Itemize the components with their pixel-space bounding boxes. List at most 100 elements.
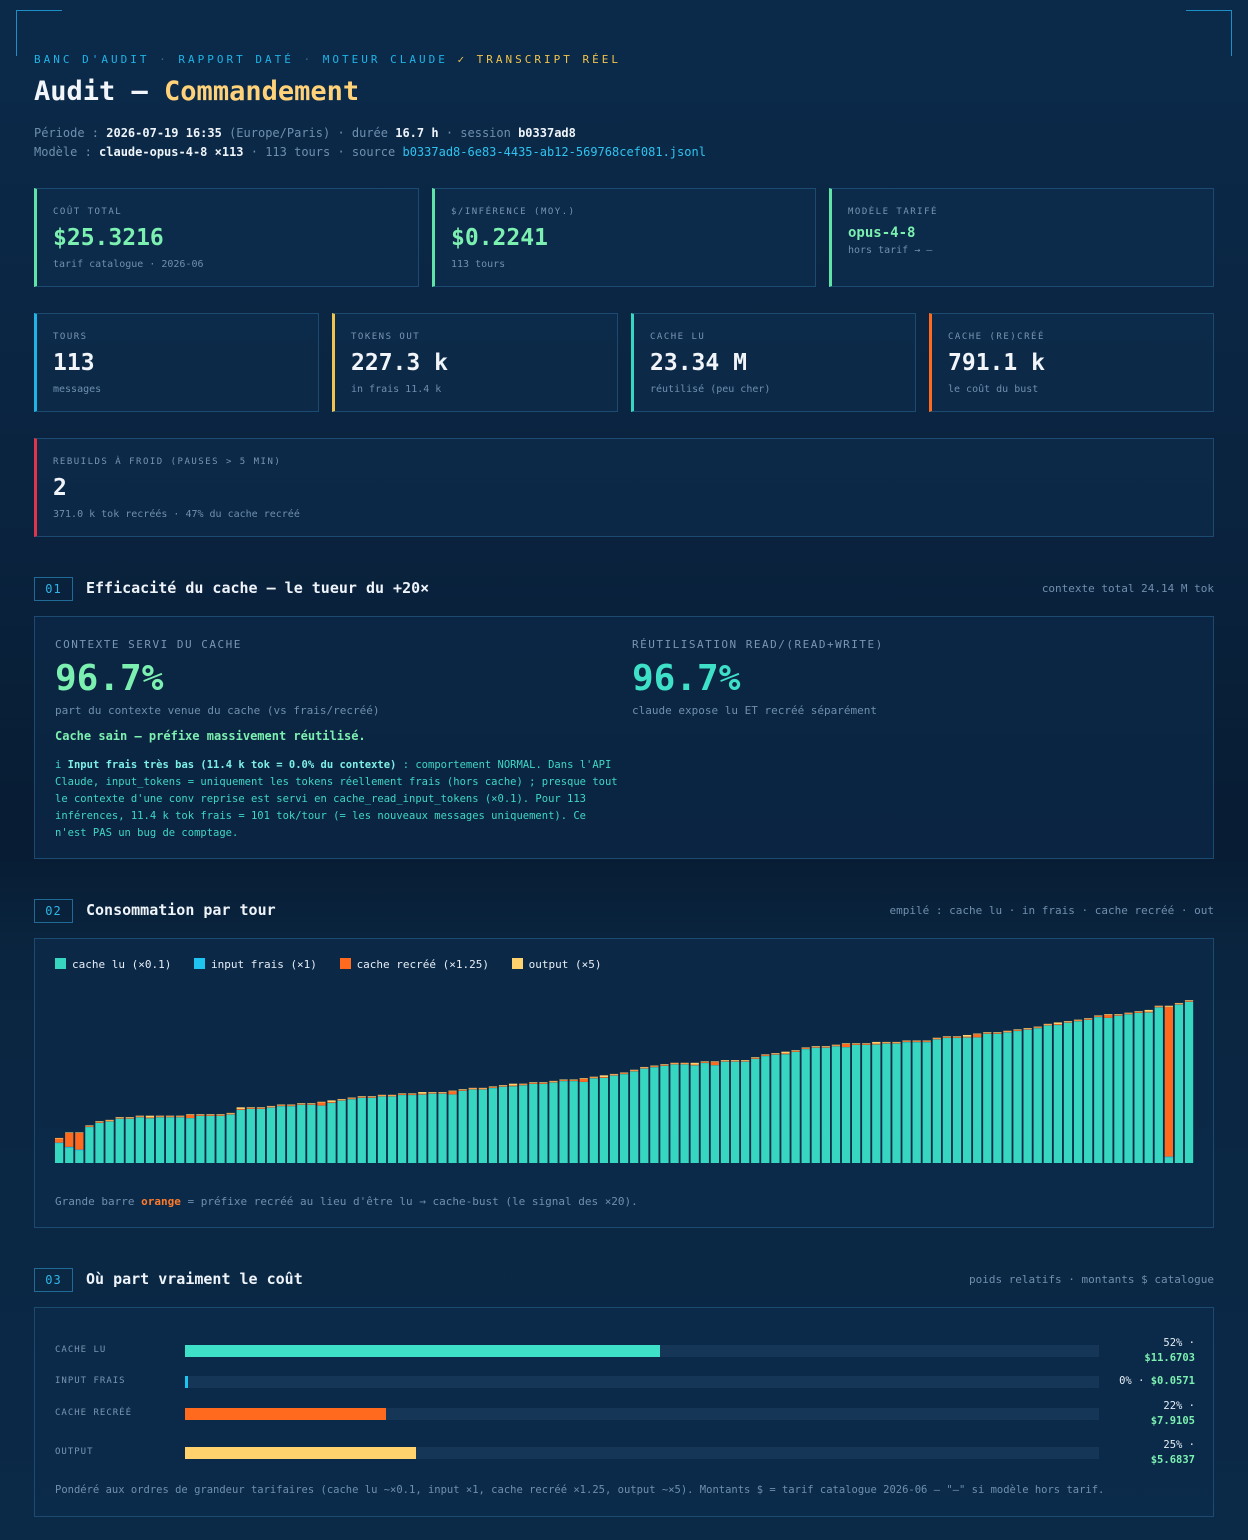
bar-16-seg-0 — [206, 1115, 215, 1163]
source-link[interactable]: b0337ad8-6e83-4435-ab12-569768cef081.jso… — [402, 145, 706, 159]
bar-74-seg-3 — [791, 1050, 800, 1051]
bar-94-seg-0 — [993, 1033, 1002, 1163]
bar-54-seg-3 — [589, 1076, 598, 1078]
bar-3-seg-2 — [75, 1132, 84, 1150]
bar-16-seg-3 — [206, 1114, 215, 1115]
bar-99-seg-2 — [1043, 1024, 1052, 1026]
bar-47-seg-3 — [519, 1083, 528, 1085]
bar-85-seg-3 — [902, 1040, 911, 1042]
bar-95-seg-3 — [1003, 1030, 1012, 1032]
bar-5-seg-0 — [95, 1122, 104, 1163]
bar-18-seg-3 — [226, 1112, 235, 1114]
bar-58-seg-2 — [630, 1070, 639, 1072]
bar-17-seg-2 — [216, 1114, 225, 1116]
bar-86-seg-0 — [912, 1042, 921, 1163]
bar-70-seg-2 — [751, 1057, 760, 1059]
bar-54-seg-0 — [589, 1078, 598, 1163]
bar-28-seg-2 — [327, 1102, 336, 1103]
bar-85-seg-0 — [902, 1042, 911, 1163]
bar-35-seg-0 — [398, 1095, 407, 1163]
breadcrumb: BANC D'AUDIT · RAPPORT DATÉ · MOTEUR CLA… — [34, 53, 622, 66]
bar-102-seg-0 — [1073, 1021, 1083, 1163]
bar-84-seg-2 — [892, 1042, 901, 1044]
bar-53-seg-2 — [579, 1078, 588, 1082]
bar-31-seg-0 — [357, 1097, 366, 1163]
bar-92-seg-2 — [973, 1034, 982, 1038]
bar-18-seg-0 — [226, 1114, 235, 1163]
bar-48-seg-2 — [529, 1082, 538, 1084]
bar-104-seg-2 — [1094, 1016, 1103, 1018]
bar-21-seg-3 — [256, 1107, 266, 1109]
bar-48-seg-0 — [529, 1083, 538, 1163]
bar-67-seg-0 — [720, 1061, 730, 1163]
bar-104-seg-3 — [1094, 1015, 1103, 1017]
bar-72-seg-3 — [771, 1053, 780, 1054]
bar-4-seg-2 — [85, 1126, 94, 1127]
bar-14-seg-2 — [186, 1114, 195, 1119]
bar-96-seg-0 — [1013, 1031, 1022, 1163]
bar-71-seg-3 — [761, 1054, 770, 1056]
bar-7-seg-3 — [115, 1117, 124, 1118]
bar-12-seg-0 — [165, 1117, 175, 1163]
bar-99-seg-3 — [1043, 1023, 1052, 1025]
bar-85-seg-2 — [902, 1041, 911, 1043]
bar-69-seg-2 — [741, 1060, 750, 1062]
duree-value: 16.7 h — [395, 126, 439, 140]
bar-70-seg-0 — [751, 1058, 760, 1163]
bar-23-seg-0 — [276, 1106, 286, 1163]
bar-72-seg-2 — [771, 1053, 780, 1055]
bar-30-seg-3 — [347, 1097, 356, 1099]
info-icon: i — [55, 759, 68, 771]
cache-lu-value: 23.34 M — [650, 350, 747, 376]
bar-37-seg-3 — [418, 1092, 427, 1094]
legend-item-cache-recree: cache recréé (×1.25) — [339, 958, 489, 971]
bar-29-seg-0 — [337, 1100, 346, 1163]
bar-97-seg-0 — [1023, 1029, 1032, 1163]
bar-49-seg-2 — [539, 1082, 548, 1084]
bar-80-seg-3 — [851, 1043, 861, 1045]
bar-86-seg-3 — [912, 1040, 921, 1042]
bar-46-seg-0 — [508, 1086, 518, 1163]
bar-45-seg-0 — [498, 1086, 508, 1163]
bar-50-seg-3 — [549, 1080, 558, 1082]
cout-total-value: $25.3216 — [53, 225, 164, 251]
bar-103-seg-0 — [1084, 1019, 1093, 1163]
bar-71-seg-2 — [761, 1055, 770, 1056]
bar-11-seg-0 — [155, 1117, 165, 1163]
bar-78-seg-2 — [831, 1045, 841, 1047]
bar-24-seg-2 — [287, 1105, 296, 1107]
bar-49-seg-3 — [539, 1082, 548, 1083]
bar-22-seg-2 — [266, 1106, 276, 1108]
bar-6-seg-2 — [105, 1120, 114, 1122]
bar-63-seg-0 — [680, 1064, 689, 1163]
bar-112-seg-0 — [1174, 1004, 1184, 1163]
section-note: contexte total 24.14 M tok — [1041, 582, 1214, 595]
bar-6-seg-0 — [105, 1121, 114, 1163]
bar-67-seg-2 — [720, 1060, 730, 1062]
bar-65-seg-0 — [700, 1063, 709, 1163]
bar-56-seg-2 — [609, 1074, 619, 1076]
bar-108-seg-2 — [1134, 1012, 1143, 1013]
modele-value: claude-opus-4-8 ×113 — [99, 145, 244, 159]
bar-44-seg-0 — [488, 1088, 498, 1163]
bar-37-seg-0 — [418, 1094, 427, 1163]
bar-100-seg-0 — [1053, 1025, 1063, 1163]
bar-68-seg-2 — [730, 1060, 740, 1062]
bar-87-seg-0 — [922, 1042, 931, 1163]
bar-74-seg-2 — [791, 1050, 800, 1052]
bar-101-seg-2 — [1063, 1021, 1073, 1023]
bar-81-seg-0 — [862, 1044, 871, 1163]
bar-10-seg-3 — [145, 1115, 155, 1118]
cost-bar-cache-recree — [185, 1408, 387, 1420]
bar-84-seg-0 — [892, 1043, 901, 1163]
bar-89-seg-3 — [942, 1036, 952, 1038]
card-tours: TOURS 113 messages — [34, 313, 319, 412]
bar-10-seg-2 — [145, 1117, 155, 1119]
bar-49-seg-0 — [539, 1083, 548, 1163]
bar-95-seg-2 — [1003, 1031, 1012, 1033]
bar-13-seg-0 — [176, 1117, 185, 1163]
bar-12-seg-2 — [165, 1116, 175, 1118]
bar-98-seg-0 — [1033, 1028, 1042, 1163]
bar-95-seg-0 — [1003, 1032, 1012, 1163]
bar-82-seg-2 — [872, 1043, 881, 1045]
